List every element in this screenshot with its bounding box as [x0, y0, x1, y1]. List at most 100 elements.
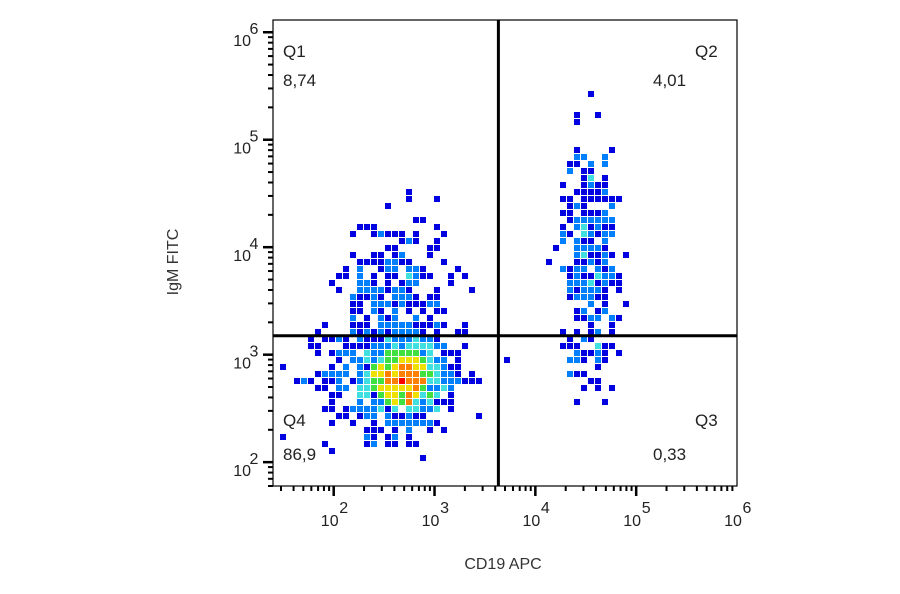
event-dot: [581, 350, 587, 356]
event-dot: [364, 357, 370, 363]
x-axis-title: CD19 APC: [464, 556, 541, 573]
event-dot: [392, 406, 398, 412]
event-dot: [434, 343, 440, 349]
event-dot: [476, 378, 482, 384]
event-dot: [406, 336, 412, 342]
event-dot: [385, 336, 391, 342]
event-dot: [581, 357, 587, 363]
quadrant-percent: 86,9: [283, 445, 316, 464]
event-dot: [406, 294, 412, 300]
event-dot: [280, 364, 286, 370]
event-dot: [581, 217, 587, 223]
event-dot: [420, 350, 426, 356]
event-dot: [343, 371, 349, 377]
event-dot: [385, 231, 391, 237]
event-dot: [343, 385, 349, 391]
event-dot: [434, 308, 440, 314]
event-dot: [609, 224, 615, 230]
x-tick-label: 10: [321, 513, 339, 530]
event-dot: [602, 210, 608, 216]
event-dot: [434, 245, 440, 251]
event-dot: [350, 406, 356, 412]
event-dot: [378, 378, 384, 384]
event-dot: [602, 217, 608, 223]
event-dot: [385, 399, 391, 405]
event-dot: [609, 322, 615, 328]
event-dot: [574, 147, 580, 153]
event-dot: [581, 224, 587, 230]
event-dot: [413, 378, 419, 384]
event-dot: [385, 315, 391, 321]
event-dot: [595, 231, 601, 237]
event-dot: [322, 385, 328, 391]
event-dot: [406, 259, 412, 265]
event-dot: [399, 364, 405, 370]
quadrant-name: Q3: [695, 411, 718, 430]
event-dot: [420, 357, 426, 363]
event-dot: [567, 161, 573, 167]
event-dot: [574, 308, 580, 314]
event-dot: [406, 378, 412, 384]
event-dot: [420, 273, 426, 279]
event-dot: [574, 154, 580, 160]
event-dot: [595, 357, 601, 363]
event-dot: [427, 385, 433, 391]
event-dot: [588, 182, 594, 188]
event-dot: [602, 161, 608, 167]
event-dot: [378, 287, 384, 293]
event-dot: [567, 203, 573, 209]
event-dot: [399, 231, 405, 237]
event-dot: [588, 301, 594, 307]
event-dot: [392, 420, 398, 426]
event-dot: [371, 364, 377, 370]
event-dot: [574, 259, 580, 265]
x-tick-exponent: 4: [541, 500, 550, 517]
event-dot: [378, 357, 384, 363]
quadrant-percent: 0,33: [653, 445, 686, 464]
event-dot: [574, 238, 580, 244]
event-dot: [595, 210, 601, 216]
event-dot: [399, 392, 405, 398]
event-dot: [588, 196, 594, 202]
event-dot: [567, 217, 573, 223]
event-dot: [434, 399, 440, 405]
event-dot: [581, 182, 587, 188]
event-dot: [336, 378, 342, 384]
x-tick-exponent: 2: [339, 500, 348, 517]
event-dot: [329, 420, 335, 426]
event-dot: [392, 392, 398, 398]
event-dot: [385, 259, 391, 265]
y-tick-exponent: 2: [250, 451, 259, 468]
event-dot: [427, 399, 433, 405]
event-dot: [581, 210, 587, 216]
event-dot: [462, 378, 468, 384]
event-dot: [371, 343, 377, 349]
event-dot: [574, 112, 580, 118]
y-tick-exponent: 4: [250, 236, 259, 253]
event-dot: [399, 301, 405, 307]
event-dot: [420, 385, 426, 391]
event-dot: [567, 294, 573, 300]
event-dot: [399, 350, 405, 356]
event-dot: [595, 315, 601, 321]
event-dot: [392, 357, 398, 363]
event-dot: [427, 343, 433, 349]
event-dot: [315, 350, 321, 356]
event-dot: [455, 378, 461, 384]
event-dot: [343, 364, 349, 370]
event-dot: [588, 322, 594, 328]
event-dot: [371, 301, 377, 307]
event-dot: [413, 231, 419, 237]
event-dot: [567, 168, 573, 174]
event-dot: [581, 273, 587, 279]
event-dot: [581, 371, 587, 377]
event-dot: [420, 343, 426, 349]
event-dot: [609, 315, 615, 321]
event-dot: [343, 406, 349, 412]
event-dot: [567, 336, 573, 342]
event-dot: [357, 336, 363, 342]
event-dot: [371, 259, 377, 265]
event-dot: [350, 308, 356, 314]
event-dot: [378, 343, 384, 349]
event-dot: [329, 378, 335, 384]
